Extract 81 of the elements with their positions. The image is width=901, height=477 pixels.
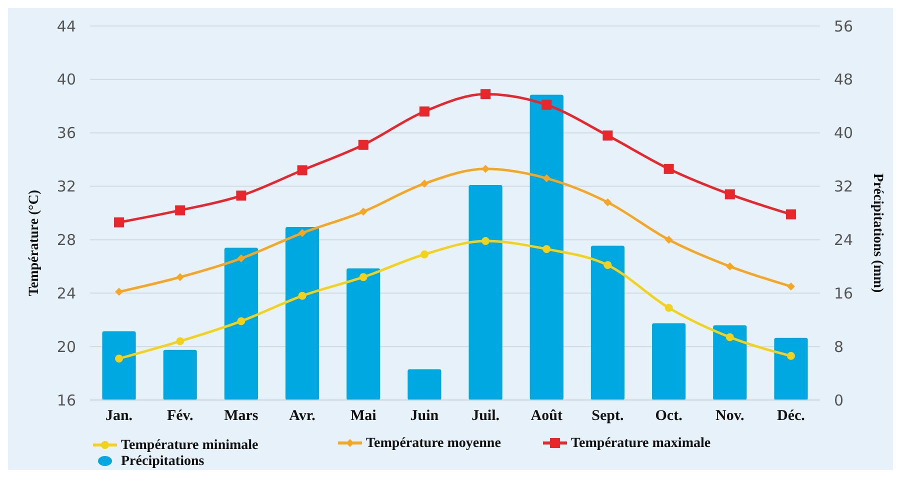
- point: [786, 282, 795, 290]
- point: [602, 130, 613, 141]
- point: [237, 254, 246, 262]
- point: [298, 292, 306, 300]
- y2-tick-label: 0: [834, 391, 844, 410]
- point: [786, 352, 795, 360]
- point: [359, 208, 368, 216]
- point: [176, 273, 184, 282]
- bar: [652, 323, 686, 400]
- point: [664, 164, 674, 174]
- x-tick-label: Mai: [350, 408, 376, 424]
- legend-label: Température maximale: [571, 436, 711, 451]
- point: [176, 337, 184, 346]
- y-axis-title: Température (°C): [27, 190, 42, 296]
- y-tick-label: 20: [56, 338, 76, 356]
- point: [237, 317, 246, 326]
- y-tick-label: 36: [56, 124, 76, 142]
- y-tick-label: 40: [56, 70, 76, 89]
- legend-label: Température minimale: [121, 438, 258, 453]
- y-tick-label: 16: [56, 391, 76, 410]
- y2-tick-label: 48: [834, 70, 854, 89]
- point: [482, 237, 490, 246]
- x-tick-label: Août: [530, 408, 562, 424]
- x-tick-label: Mars: [224, 408, 258, 424]
- point: [726, 333, 734, 342]
- y2-tick-label: 16: [834, 284, 854, 302]
- x-tick-label: Déc.: [777, 408, 806, 424]
- bar: [102, 331, 136, 400]
- y-tick-label: 24: [56, 284, 76, 302]
- x-tick-label: Juil.: [472, 408, 500, 424]
- point: [726, 262, 734, 270]
- point: [419, 106, 430, 116]
- point: [359, 273, 368, 282]
- y2-tick-label: 56: [834, 17, 854, 36]
- legend-label: Précipitations: [121, 454, 205, 469]
- point: [480, 89, 491, 100]
- x-tick-label: Nov.: [716, 408, 745, 424]
- x-tick-label: Juin: [410, 408, 440, 424]
- point: [420, 180, 428, 188]
- x-tick-label: Jan.: [105, 408, 133, 424]
- point: [358, 140, 368, 150]
- bar: [285, 227, 320, 400]
- bar: [590, 246, 625, 400]
- point: [664, 304, 673, 312]
- x-tick-label: Oct.: [655, 408, 683, 424]
- bar: [224, 248, 258, 400]
- point: [298, 229, 306, 238]
- y2-tick-label: 40: [834, 124, 854, 142]
- point: [420, 250, 428, 258]
- point: [664, 236, 673, 244]
- y2-tick-label: 24: [834, 230, 854, 249]
- point: [724, 189, 735, 200]
- bar: [346, 268, 380, 400]
- point: [115, 288, 124, 296]
- point: [175, 205, 186, 216]
- point: [297, 165, 308, 176]
- y2-tick-label: 32: [834, 178, 854, 196]
- y-tick-label: 28: [56, 230, 76, 249]
- x-tick-label: Fév.: [166, 408, 194, 424]
- bar: [530, 94, 564, 400]
- point: [786, 209, 796, 220]
- point: [542, 100, 552, 110]
- x-tick-label: Avr.: [289, 408, 316, 424]
- y-tick-label: 32: [56, 178, 76, 196]
- bar: [163, 350, 197, 400]
- bar: [468, 184, 502, 400]
- y2-axis-title: Précipitations (mm): [870, 173, 885, 294]
- legend-label: Température moyenne: [366, 436, 501, 451]
- point: [604, 198, 612, 206]
- y-tick-label: 44: [56, 17, 76, 36]
- x-tick-label: Sept.: [592, 408, 624, 424]
- point: [115, 354, 124, 363]
- y2-tick-label: 8: [834, 338, 844, 356]
- point: [542, 245, 551, 254]
- point: [114, 217, 124, 228]
- point: [236, 190, 246, 201]
- point: [604, 261, 612, 270]
- bar: [713, 325, 747, 400]
- bar: [774, 338, 808, 400]
- bar: [408, 369, 442, 400]
- point: [542, 174, 551, 182]
